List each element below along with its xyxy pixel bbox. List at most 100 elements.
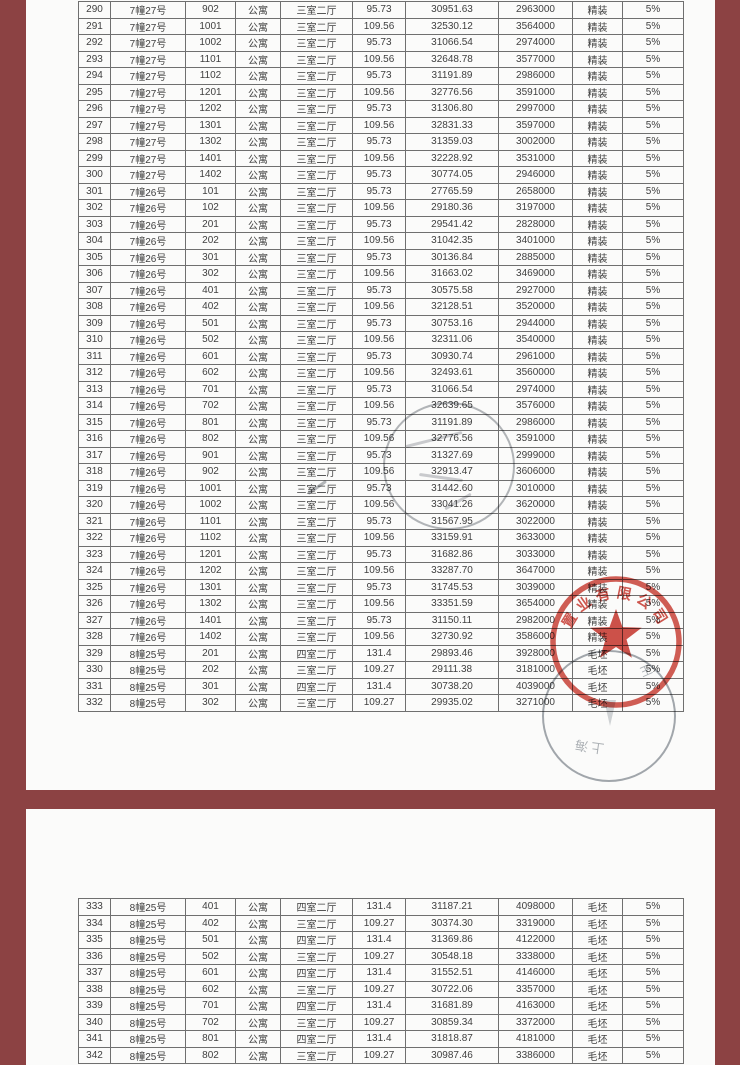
table-cell: 精装	[572, 149, 623, 167]
table-cell: 5%	[622, 347, 684, 365]
table-cell: 310	[78, 331, 111, 349]
table-cell: 95.73	[352, 1, 406, 19]
table-cell: 402	[185, 914, 236, 932]
table-cell: 109.56	[352, 232, 406, 250]
table-cell: 2974000	[498, 34, 573, 52]
table-cell: 29935.02	[405, 694, 499, 712]
table-cell: 2885000	[498, 248, 573, 266]
table-cell: 4098000	[498, 898, 573, 916]
table-cell: 31552.51	[405, 964, 499, 982]
table-cell: 精装	[572, 265, 623, 283]
table-cell: 300	[78, 166, 111, 184]
table-cell: 30374.30	[405, 914, 499, 932]
table-cell: 302	[185, 694, 236, 712]
table-cell: 33041.26	[405, 496, 499, 514]
table-cell: 295	[78, 83, 111, 101]
table-cell: 302	[185, 265, 236, 283]
table-cell: 5%	[622, 898, 684, 916]
table-cell: 精装	[572, 182, 623, 200]
table-cell: 三室二厅	[280, 347, 353, 365]
table-cell: 公寓	[235, 67, 281, 85]
table-cell: 502	[185, 331, 236, 349]
table-cell: 109.56	[352, 562, 406, 580]
table-cell: 319	[78, 479, 111, 497]
table-cell: 31066.54	[405, 380, 499, 398]
table-cell: 精装	[572, 611, 623, 629]
table-cell: 109.56	[352, 496, 406, 514]
table-cell: 精装	[572, 496, 623, 514]
table-cell: 5%	[622, 397, 684, 415]
table-cell: 三室二厅	[280, 83, 353, 101]
table-cell: 1402	[185, 166, 236, 184]
table-cell: 1002	[185, 34, 236, 52]
table-row: 329 8幢25号 201 公寓 四室二厅 131.4 29893.46 3928000 毛坯 5…	[78, 644, 684, 662]
table-cell: 3564000	[498, 17, 573, 35]
table-cell: 精装	[572, 479, 623, 497]
table-row: 301 7幢26号 101 公寓 三室二厅 95.73 27765.59 2658000 精装 5…	[78, 182, 684, 200]
table-cell: 3010000	[498, 479, 573, 497]
table-cell: 7幢26号	[110, 364, 186, 382]
table-cell: 7幢26号	[110, 314, 186, 332]
table-cell: 5%	[622, 545, 684, 563]
table-cell: 701	[185, 997, 236, 1015]
table-cell: 1302	[185, 133, 236, 151]
table-cell: 2974000	[498, 380, 573, 398]
table-cell: 33287.70	[405, 562, 499, 580]
table-cell: 5%	[622, 980, 684, 998]
table-cell: 339	[78, 997, 111, 1015]
document-page-1: 290 7幢27号 902 公寓 三室二厅 95.73 30951.63 2963000 精装 5…	[26, 0, 715, 790]
table-cell: 109.56	[352, 199, 406, 217]
table-cell: 公寓	[235, 347, 281, 365]
table-cell: 109.56	[352, 17, 406, 35]
table-cell: 31682.86	[405, 545, 499, 563]
table-cell: 802	[185, 1046, 236, 1064]
table-cell: 29111.38	[405, 661, 499, 679]
table-cell: 三室二厅	[280, 314, 353, 332]
table-cell: 公寓	[235, 397, 281, 415]
table-cell: 4122000	[498, 931, 573, 949]
table-cell: 312	[78, 364, 111, 382]
table-cell: 5%	[622, 182, 684, 200]
table-cell: 109.56	[352, 149, 406, 167]
table-cell: 公寓	[235, 898, 281, 916]
price-table-body-1: 290 7幢27号 902 公寓 三室二厅 95.73 30951.63 2963000 精装 5…	[78, 1, 684, 712]
table-cell: 109.56	[352, 595, 406, 613]
table-cell: 精装	[572, 199, 623, 217]
table-cell: 342	[78, 1046, 111, 1064]
table-cell: 7幢26号	[110, 397, 186, 415]
table-cell: 305	[78, 248, 111, 266]
table-cell: 三室二厅	[280, 611, 353, 629]
table-cell: 四室二厅	[280, 964, 353, 982]
table-cell: 3039000	[498, 578, 573, 596]
table-cell: 公寓	[235, 997, 281, 1015]
table-row: 303 7幢26号 201 公寓 三室二厅 95.73 29541.42 2828000 精装 5…	[78, 215, 684, 233]
table-cell: 2986000	[498, 67, 573, 85]
table-row: 336 8幢25号 502 公寓 三室二厅 109.27 30548.18 3338000 毛坯…	[78, 947, 684, 965]
table-cell: 7幢26号	[110, 529, 186, 547]
table-cell: 31818.87	[405, 1030, 499, 1048]
table-cell: 32228.92	[405, 149, 499, 167]
table-cell: 333	[78, 898, 111, 916]
table-cell: 30930.74	[405, 347, 499, 365]
table-cell: 318	[78, 463, 111, 481]
table-cell: 精装	[572, 50, 623, 68]
table-cell: 精装	[572, 628, 623, 646]
table-cell: 3022000	[498, 512, 573, 530]
table-cell: 公寓	[235, 133, 281, 151]
table-cell: 109.27	[352, 947, 406, 965]
table-cell: 31359.03	[405, 133, 499, 151]
table-cell: 5%	[622, 677, 684, 695]
table-cell: 317	[78, 446, 111, 464]
table-cell: 精装	[572, 314, 623, 332]
table-cell: 109.56	[352, 331, 406, 349]
table-row: 299 7幢27号 1401 公寓 三室二厅 109.56 32228.92 3531000 精…	[78, 149, 684, 167]
table-cell: 95.73	[352, 512, 406, 530]
table-cell: 95.73	[352, 182, 406, 200]
table-cell: 5%	[622, 529, 684, 547]
table-cell: 293	[78, 50, 111, 68]
table-cell: 30575.58	[405, 281, 499, 299]
table-cell: 精装	[572, 331, 623, 349]
table-row: 317 7幢26号 901 公寓 三室二厅 95.73 31327.69 2999000 精装 5…	[78, 446, 684, 464]
table-cell: 1101	[185, 512, 236, 530]
table-cell: 296	[78, 100, 111, 118]
